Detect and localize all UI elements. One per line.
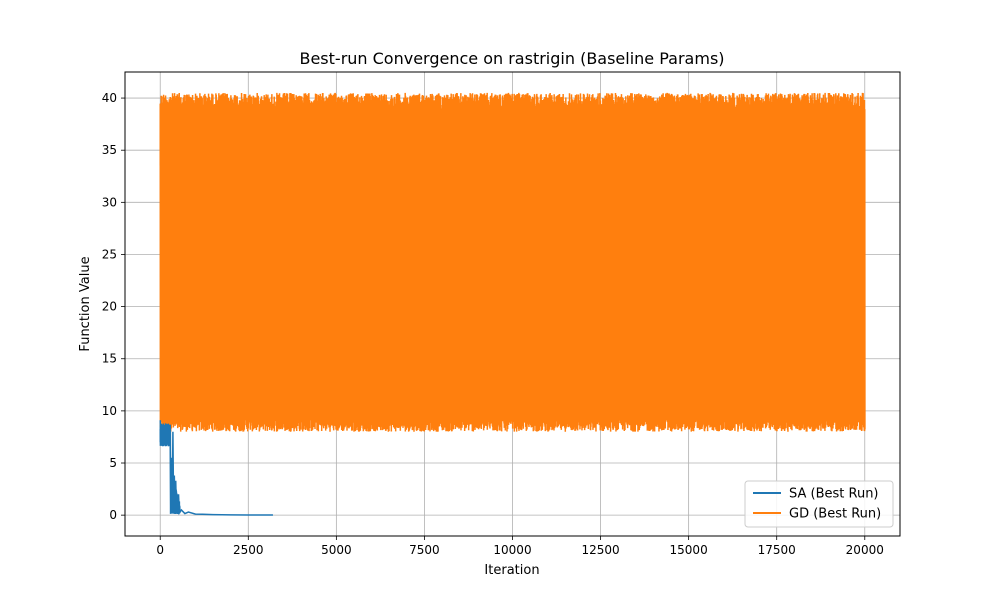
legend-label: SA (Best Run) — [789, 487, 879, 502]
y-tick-label: 40 — [102, 91, 117, 105]
x-axis: 0 2500 5000 7500 10000 12500 15000 17500 20000 — [156, 536, 884, 557]
x-tick-label: 10000 — [493, 543, 531, 557]
y-tick-label: 0 — [109, 508, 117, 522]
y-tick-label: 5 — [109, 456, 117, 470]
x-tick-label: 7500 — [409, 543, 440, 557]
legend: SA (Best Run) GD (Best Run) — [744, 480, 894, 528]
legend-box — [744, 480, 894, 528]
legend-label: GD (Best Run) — [789, 507, 881, 522]
series-gd-line — [159, 92, 866, 432]
x-tick-label: 2500 — [233, 543, 264, 557]
x-axis-label: Iteration — [484, 563, 539, 578]
y-tick-label: 15 — [102, 352, 117, 366]
x-tick-label: 5000 — [321, 543, 352, 557]
y-tick-label: 10 — [102, 404, 117, 418]
y-axis-label: Function Value — [78, 256, 93, 351]
x-tick-label: 12500 — [581, 543, 619, 557]
y-tick-label: 20 — [102, 300, 117, 314]
y-tick-label: 30 — [102, 195, 117, 209]
x-tick-label: 0 — [156, 543, 164, 557]
series-sa-jitter — [159, 423, 181, 515]
y-tick-label: 25 — [102, 247, 117, 261]
x-tick-label: 17500 — [758, 543, 796, 557]
y-tick-label: 35 — [102, 143, 117, 157]
x-tick-label: 20000 — [846, 543, 884, 557]
chart-title: Best-run Convergence on rastrigin (Basel… — [299, 49, 724, 68]
x-tick-label: 15000 — [670, 543, 708, 557]
y-axis: 0 5 10 15 20 25 30 35 40 — [102, 91, 125, 522]
